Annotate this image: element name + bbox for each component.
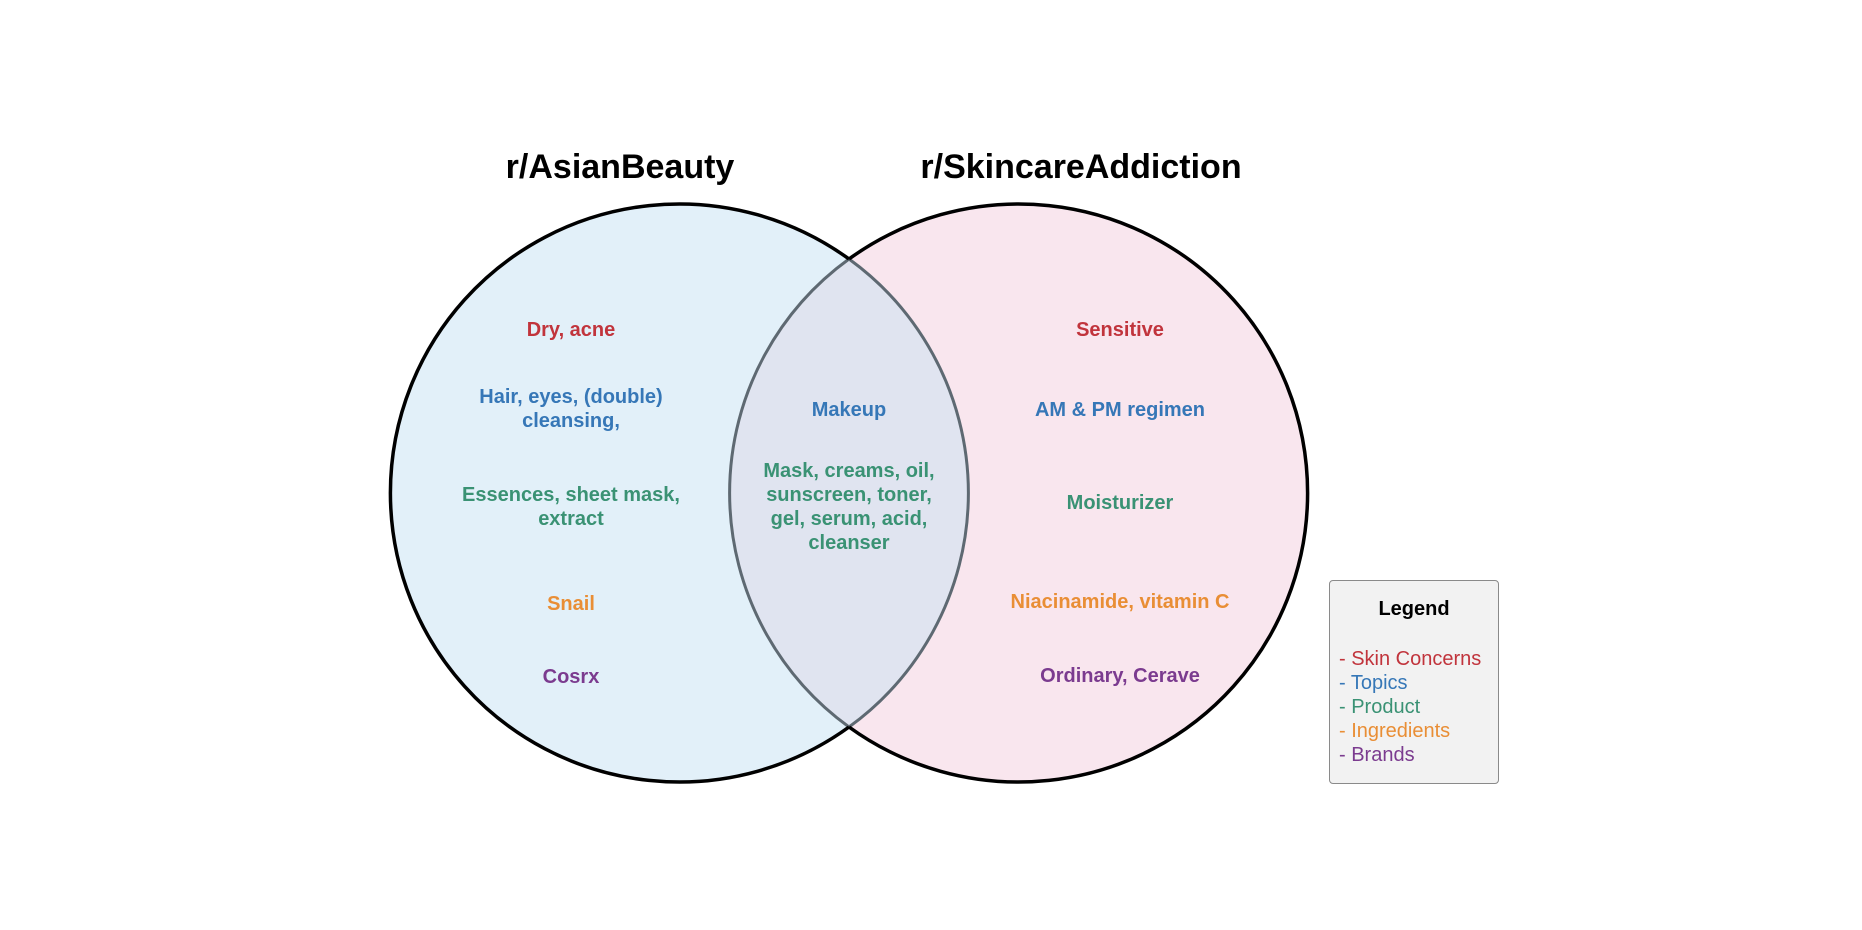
legend-item-product: - Product [1339, 696, 1421, 718]
right-skin-concerns-label: Sensitive [1076, 319, 1164, 341]
right-topics-label: AM & PM regimen [1034, 399, 1206, 421]
legend-item-skin-concerns: - Skin Concerns [1339, 648, 1482, 670]
overlap-outline [728, 257, 850, 729]
legend-item-ingredients: - Ingredients [1339, 720, 1451, 742]
legend-item-label: Brands [1351, 744, 1415, 766]
right-product-label: Moisturizer [1066, 492, 1174, 514]
left-skin-concerns-label: Dry, acne [526, 319, 616, 341]
legend-item-topics: - Topics [1339, 672, 1408, 694]
overlap-outline-right [848, 257, 970, 729]
legend-item-brands: - Brands [1339, 744, 1415, 766]
left-brands-label: Cosrx [542, 666, 600, 688]
left-topics-label: Hair, eyes, (double) cleansing, [479, 386, 663, 432]
left-circle-outline [388, 202, 851, 784]
overlap-region [729, 204, 969, 782]
legend-list: - Skin Concerns - Topics - Product - Ing… [1339, 647, 1481, 767]
legend-item-label: Ingredients [1351, 720, 1451, 742]
overlap-topics-label: Makeup [811, 399, 887, 421]
legend-item-label: Topics [1350, 672, 1408, 694]
legend-title: Legend [1378, 598, 1450, 620]
left-set-title: r/AsianBeauty [505, 148, 735, 186]
legend-item-label: Product [1351, 696, 1421, 718]
legend-box: Legend - Skin Concerns - Topics - Produc… [1329, 580, 1499, 784]
left-ingredients-label: Snail [547, 593, 595, 615]
right-circle-outline [847, 202, 1310, 784]
right-brands-label: Ordinary, Cerave [1040, 665, 1200, 687]
overlap-product-label: Mask, creams, oil, sunscreen, toner, gel… [763, 460, 935, 554]
left-product-label: Essences, sheet mask, extract [462, 484, 680, 530]
legend-item-label: Skin Concerns [1351, 648, 1482, 670]
right-ingredients-label: Niacinamide, vitamin C [1010, 591, 1230, 613]
right-set-title: r/SkincareAddiction [920, 148, 1242, 186]
